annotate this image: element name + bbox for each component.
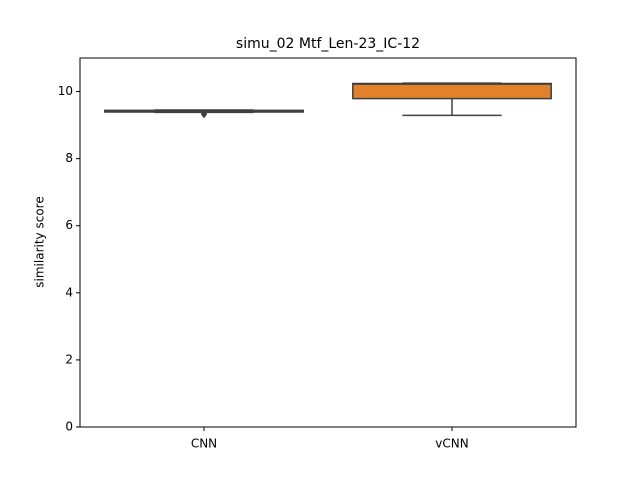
y-axis-label: similarity score	[33, 196, 47, 287]
y-tick-label: 2	[65, 352, 73, 366]
y-tick-label: 0	[65, 420, 73, 434]
x-tick-label: CNN	[191, 437, 217, 451]
chart-title: simu_02 Mtf_Len-23_IC-12	[236, 36, 420, 52]
plot-frame	[79, 57, 577, 428]
y-tick-label: 10	[58, 84, 73, 98]
outlier	[201, 109, 207, 118]
y-tick-label: 4	[65, 285, 73, 299]
y-tick-label: 6	[65, 218, 73, 232]
box	[352, 82, 552, 100]
y-tick-label: 8	[65, 151, 73, 165]
x-tick-label: vCNN	[435, 437, 468, 451]
